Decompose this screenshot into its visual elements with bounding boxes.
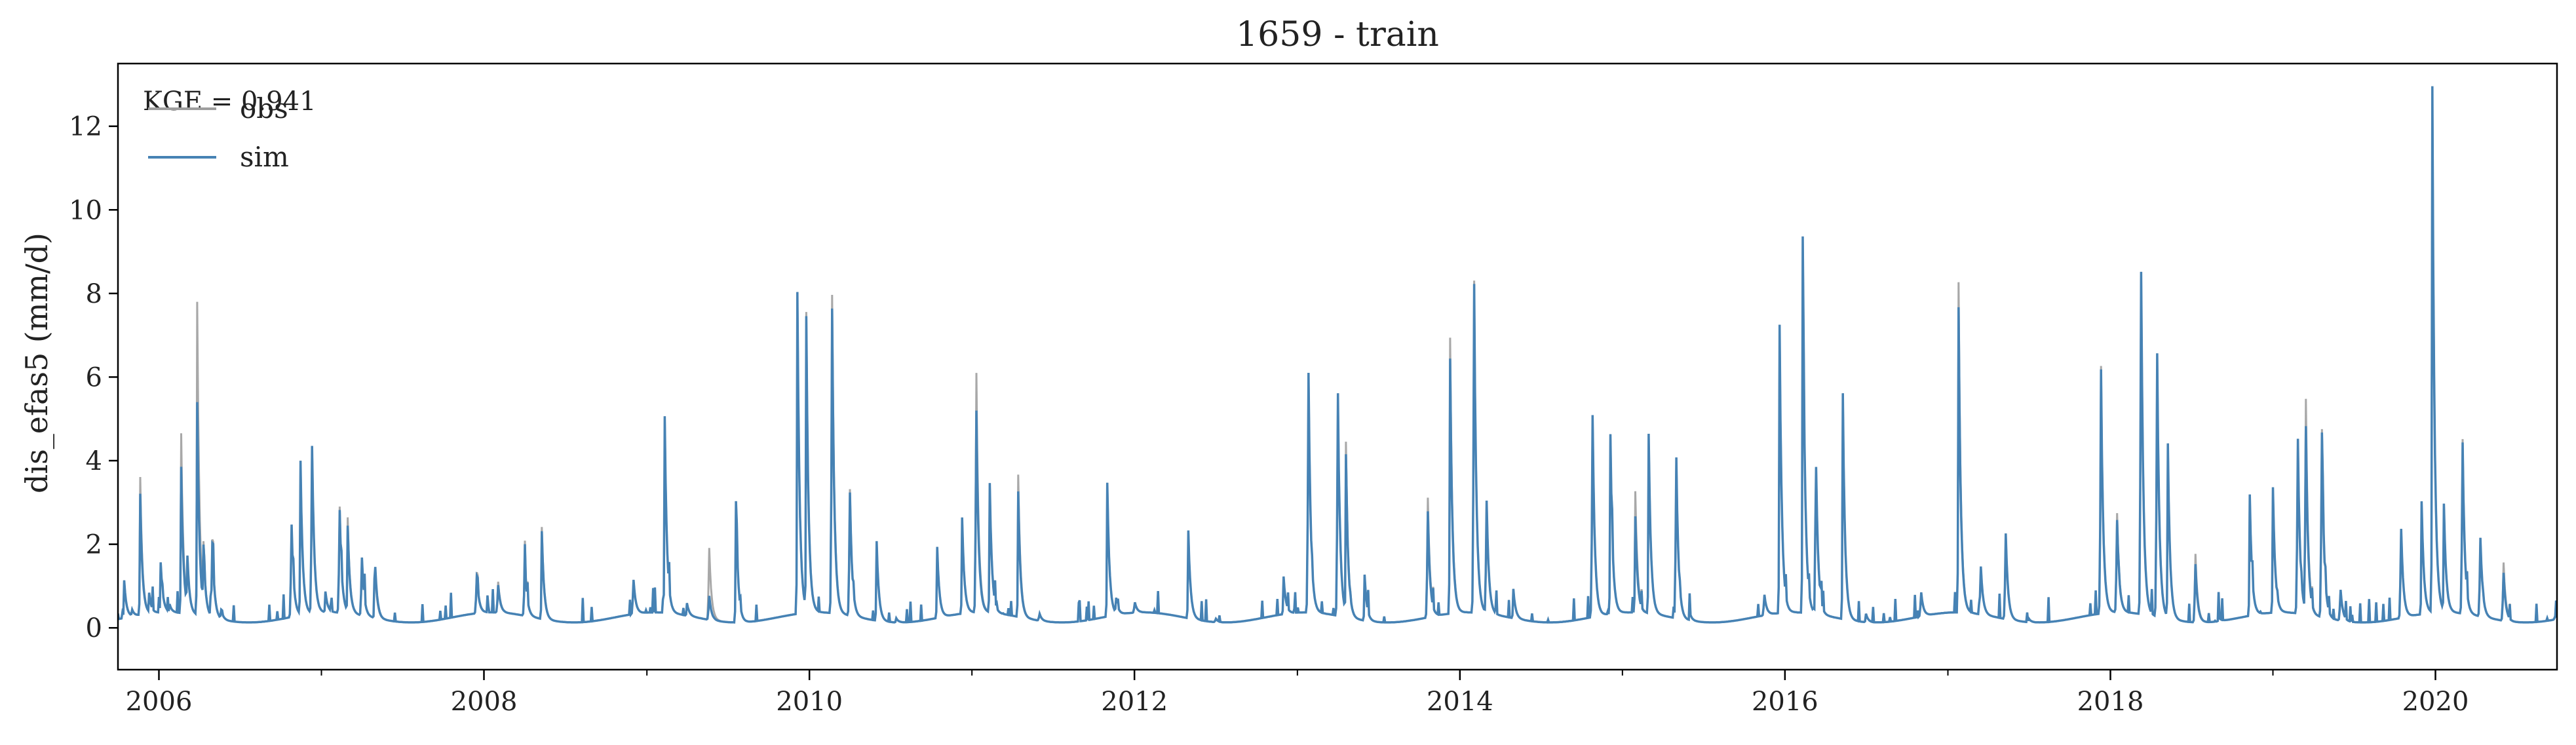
- y-tick-label-4: 4: [86, 446, 102, 476]
- x-tick-label-2020: 2020: [2402, 687, 2469, 717]
- chart-title: 1659 - train: [1236, 15, 1439, 54]
- x-tick-label-2008: 2008: [451, 687, 518, 717]
- y-tick-label-0: 0: [86, 613, 102, 643]
- x-tick-label-2010: 2010: [776, 687, 843, 717]
- x-tick-label-2018: 2018: [2077, 687, 2144, 717]
- x-tick-label-2016: 2016: [1752, 687, 1818, 717]
- y-tick-label-6: 6: [86, 362, 102, 392]
- legend: obs sim: [148, 92, 289, 173]
- y-tick-label-2: 2: [86, 530, 102, 560]
- plot-frame: [117, 62, 2558, 671]
- legend-label-sim: sim: [240, 141, 289, 173]
- series-layer: [118, 86, 2557, 624]
- y-tick-label-12: 12: [69, 112, 102, 142]
- y-axis-label: dis_efas5 (mm/d): [19, 233, 54, 493]
- y-tick-label-8: 8: [86, 279, 102, 309]
- x-tick-label-2014: 2014: [1427, 687, 1493, 717]
- axes-layer: 0 2 4 6 8 10 12 2006 2008 2010 2012 2014 2016 2018 202…: [69, 62, 2558, 717]
- series-line-sim: [118, 86, 2557, 624]
- legend-label-obs: obs: [240, 92, 288, 124]
- x-tick-label-2012: 2012: [1101, 687, 1168, 717]
- x-tick-label-2006: 2006: [126, 687, 193, 717]
- y-tick-label-10: 10: [69, 195, 102, 225]
- kge-annotation: KGE = 0.941: [143, 86, 317, 117]
